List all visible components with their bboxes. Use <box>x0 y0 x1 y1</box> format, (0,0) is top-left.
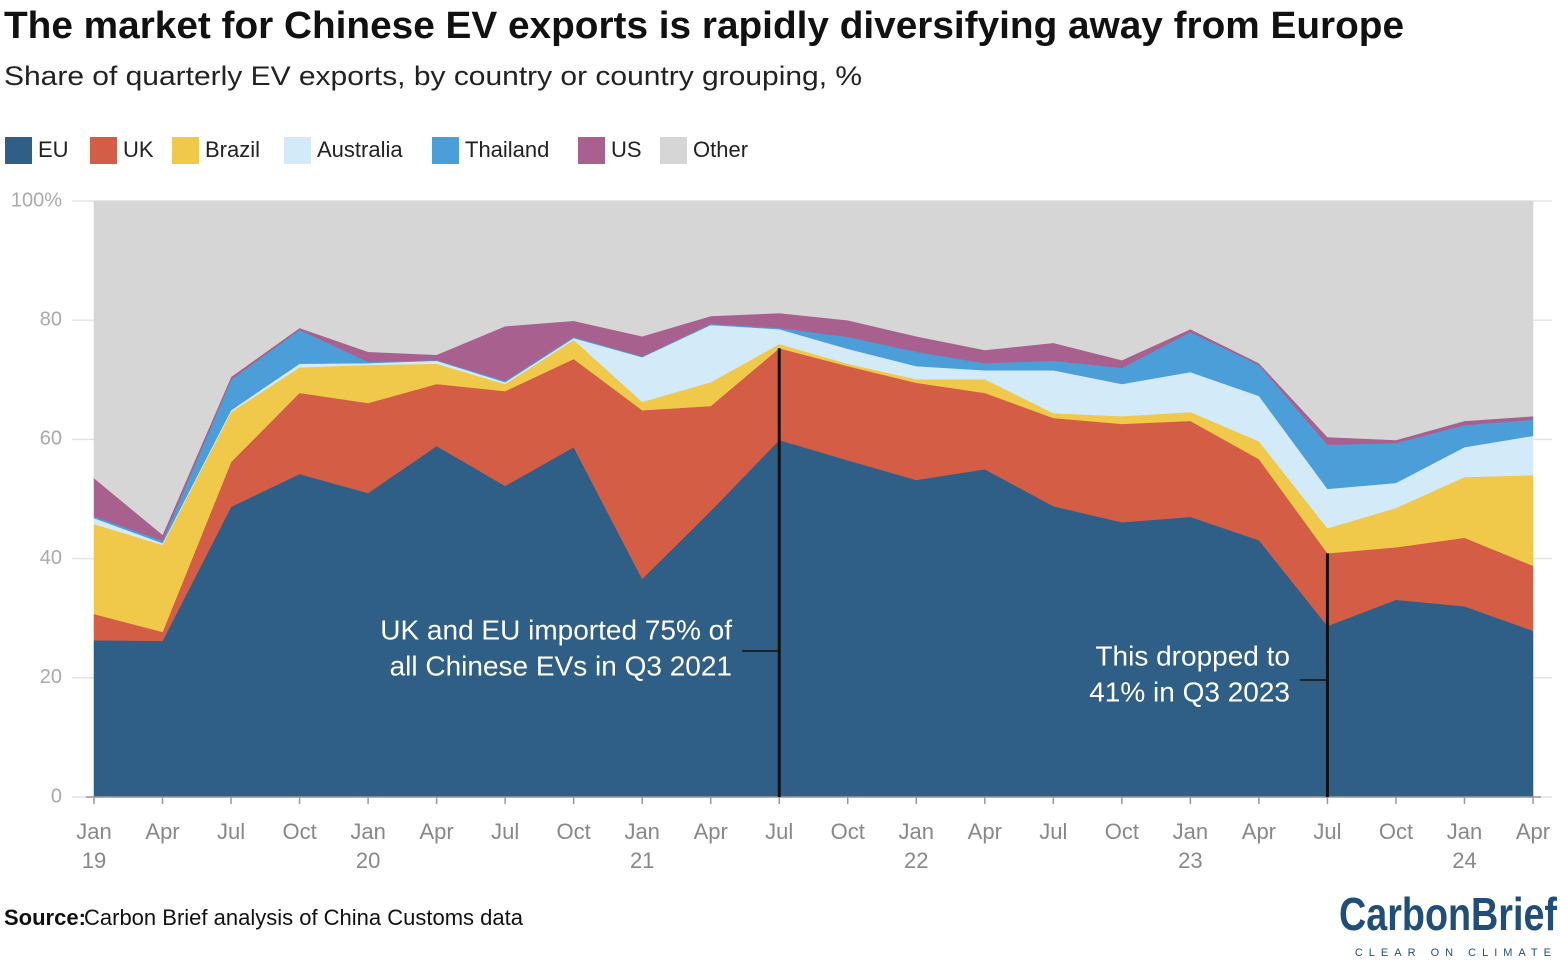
x-tick-label: Apr <box>1242 819 1276 844</box>
legend-label: Thailand <box>465 137 549 162</box>
legend-label: Australia <box>317 137 403 162</box>
y-tick-label: 60 <box>40 428 62 450</box>
legend-label: Other <box>693 137 748 162</box>
x-tick-year: 19 <box>82 848 106 873</box>
y-tick-label: 20 <box>40 666 62 688</box>
x-tick-year: 22 <box>904 848 928 873</box>
x-tick-year: 20 <box>356 848 380 873</box>
x-tick-label: Oct <box>557 819 591 844</box>
legend-label: US <box>611 137 642 162</box>
x-tick-label: Oct <box>1379 819 1413 844</box>
legend-label: UK <box>123 137 154 162</box>
x-tick-label: Oct <box>831 819 865 844</box>
x-tick-label: Oct <box>282 819 316 844</box>
areas <box>93 200 1534 798</box>
source-label: Source: <box>4 905 86 930</box>
x-tick-label: Oct <box>1105 819 1139 844</box>
x-tick-label: Apr <box>694 819 728 844</box>
x-tick-year: 21 <box>630 848 654 873</box>
x-tick-year: 23 <box>1178 848 1202 873</box>
legend-label: EU <box>38 137 69 162</box>
legend-swatch <box>660 137 687 164</box>
chart-subtitle: Share of quarterly EV exports, by countr… <box>4 61 862 91</box>
x-tick-label: Apr <box>419 819 453 844</box>
legend-swatch <box>432 137 459 164</box>
y-tick-label: 80 <box>40 308 62 330</box>
annotation-text: 41% in Q3 2023 <box>1089 676 1290 707</box>
axes: 0 20 40 60 80 100% Jan 19 Apr Jul Oct Jan 20 Apr Jul Oc… <box>11 189 1550 873</box>
legend-label: Brazil <box>205 137 260 162</box>
x-tick-label: Jul <box>1313 819 1341 844</box>
legend-swatch <box>578 137 605 164</box>
y-tick-label: 0 <box>51 785 62 807</box>
legend: EU UK Brazil Australia Thailand US Other <box>5 137 748 164</box>
logo: CarbonBrief <box>1339 888 1558 940</box>
x-tick-label: Apr <box>145 819 179 844</box>
x-tick-label: Jan <box>1173 819 1208 844</box>
annotation-text: UK and EU imported 75% of <box>380 614 732 645</box>
annotation-text: This dropped to <box>1095 640 1290 671</box>
x-tick-label: Jan <box>624 819 659 844</box>
chart-title: The market for Chinese EV exports is rap… <box>4 5 1404 47</box>
source: Carbon Brief analysis of China Customs d… <box>84 905 524 930</box>
x-tick-label: Jan <box>899 819 934 844</box>
legend-swatch <box>172 137 199 164</box>
legend-swatch <box>90 137 117 164</box>
x-tick-label: Jul <box>1039 819 1067 844</box>
area <box>93 200 1534 536</box>
x-tick-label: Apr <box>1516 819 1550 844</box>
annotations: UK and EU imported 75% of all Chinese EVs… <box>380 348 1329 797</box>
legend-swatch <box>284 137 311 164</box>
x-tick-label: Jan <box>1447 819 1482 844</box>
x-tick-label: Jul <box>217 819 245 844</box>
x-tick-label: Jan <box>76 819 111 844</box>
y-tick-label: 40 <box>40 547 62 569</box>
legend-swatch <box>5 137 32 164</box>
x-tick-label: Jul <box>491 819 519 844</box>
x-tick-year: 24 <box>1452 848 1476 873</box>
x-tick-label: Apr <box>968 819 1002 844</box>
x-tick-label: Jan <box>350 819 385 844</box>
annotation-text: all Chinese EVs in Q3 2021 <box>390 650 732 681</box>
x-tick-label: Jul <box>765 819 793 844</box>
y-tick-label: 100% <box>11 189 62 211</box>
logo-tagline: CLEAR ON CLIMATE <box>1355 947 1557 959</box>
